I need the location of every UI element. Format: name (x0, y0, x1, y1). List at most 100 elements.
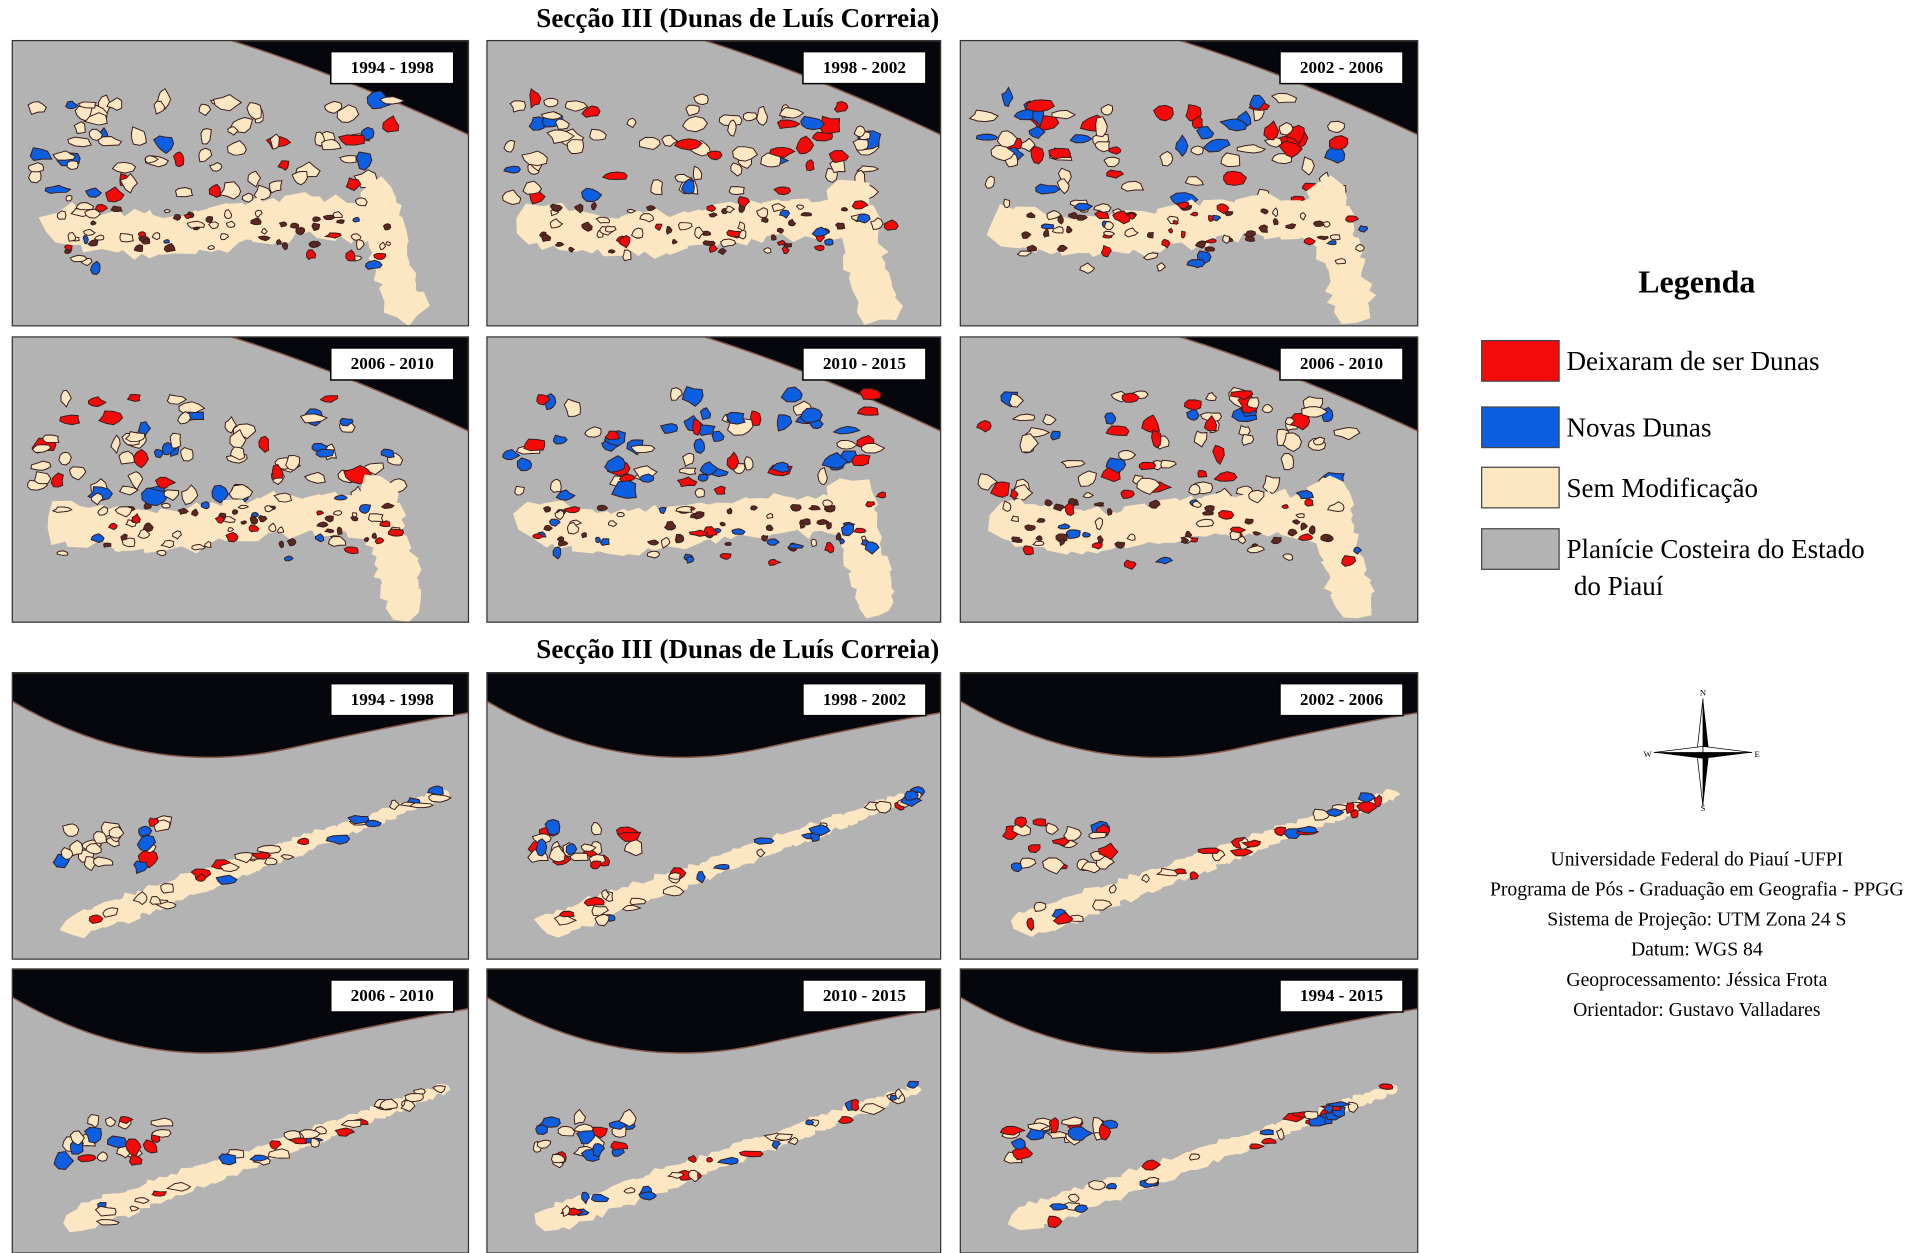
dune-patch (801, 213, 811, 216)
dune-patch (623, 250, 631, 261)
figure: Legenda Secção III (Dunas de Luís Correi… (0, 0, 1928, 1253)
period-label: 2010 - 2015 (823, 354, 906, 373)
dune-patch (1012, 537, 1020, 541)
dune-patch (544, 98, 558, 106)
dune-patch (89, 915, 103, 923)
period-label: 2006 - 2010 (351, 354, 434, 373)
period-label: 2006 - 2010 (1300, 354, 1383, 373)
period-label: 2010 - 2015 (823, 986, 906, 1005)
dune-patch (596, 537, 601, 542)
period-label: 1998 - 2002 (823, 690, 906, 709)
dune-patch (104, 543, 111, 547)
dune-patch (1025, 525, 1035, 530)
dune-patch (1049, 149, 1070, 159)
dune-patch (693, 419, 701, 435)
dune-patch (279, 222, 286, 227)
dune-patch (312, 223, 320, 230)
dune-patch (352, 513, 356, 517)
dune-patch (1147, 233, 1153, 238)
dune-patch (170, 433, 181, 448)
dune-patch (825, 239, 833, 245)
dune-patch (754, 838, 774, 844)
dune-patch (57, 551, 68, 555)
dune-patch (515, 486, 525, 495)
dune-patch (1089, 832, 1106, 838)
dune-patch (1189, 1154, 1199, 1160)
legend-swatch (1482, 529, 1559, 570)
compass-point (1703, 753, 1709, 807)
dune-patch (144, 504, 151, 510)
compass-label: S (1701, 803, 1706, 813)
dune-patch (600, 539, 609, 546)
dune-patch (1239, 425, 1250, 435)
dune-patch (384, 224, 391, 230)
dune-patch (1323, 222, 1330, 227)
section-title: Secção III (Dunas de Luís Correia) (536, 3, 939, 33)
dune-patch (1304, 1111, 1318, 1119)
page: Legenda Secção III (Dunas de Luís Correi… (0, 0, 1928, 1253)
dune-patch (694, 439, 705, 454)
legend-label: Novas Dunas (1567, 413, 1712, 443)
credit-line: Sistema de Projeção: UTM Zona 24 S (1547, 909, 1846, 931)
dune-patch (1219, 511, 1234, 520)
dune-patch (1245, 236, 1254, 241)
dune-patch (544, 507, 551, 512)
dune-patch (703, 241, 715, 246)
legend-swatch (1482, 467, 1559, 508)
dune-patch (175, 188, 192, 197)
dune-patch (201, 502, 209, 509)
dune-patch (241, 521, 246, 524)
dune-patch (1037, 519, 1045, 523)
period-label: 2002 - 2006 (1300, 58, 1384, 77)
dune-patch (1106, 426, 1129, 436)
dune-patch (187, 221, 204, 228)
legend-label: Deixaram de ser Dunas (1567, 346, 1820, 376)
compass-point (1703, 698, 1709, 752)
dune-patch (836, 223, 845, 229)
dune-patch (369, 514, 384, 522)
dune-patch (1330, 235, 1339, 240)
dune-patch (111, 206, 122, 211)
dune-patch (791, 505, 802, 512)
dune-patch (1198, 848, 1219, 853)
dune-patch (597, 505, 607, 510)
period-label: 1994 - 2015 (1300, 986, 1383, 1005)
dune-patch (536, 1125, 548, 1135)
dune-patch (631, 445, 655, 452)
dune-patch (976, 134, 997, 140)
dune-patch (739, 1151, 762, 1157)
credit-line: Universidade Federal do Piauí -UFPI (1551, 848, 1844, 870)
compass-label: W (1644, 749, 1653, 759)
credit-line: Geoprocessamento: Jéssica Frota (1566, 969, 1827, 991)
dune-patch (1181, 231, 1185, 238)
dune-patch (675, 534, 683, 542)
dune-patch (1247, 398, 1259, 408)
compass-point (1697, 698, 1703, 752)
credit-line: Datum: WGS 84 (1631, 939, 1763, 961)
dune-patch (94, 832, 107, 844)
dune-patch (277, 240, 282, 245)
dune-patch (1051, 431, 1060, 440)
compass-point (1654, 753, 1703, 759)
dune-patch (1273, 219, 1278, 225)
dune-patch (533, 534, 543, 539)
dune-patch (388, 529, 403, 536)
compass-point (1654, 746, 1703, 752)
dune-patch (372, 533, 376, 539)
dune-patch (630, 898, 646, 904)
dune-patch (65, 249, 71, 253)
dune-patch (1305, 499, 1313, 506)
dune-patch (316, 449, 334, 457)
compass-point (1703, 753, 1752, 759)
dune-patch (1208, 215, 1213, 221)
dune-patch (698, 474, 708, 481)
dune-patch (851, 1099, 859, 1111)
dune-patch (265, 858, 277, 865)
dune-patch (233, 510, 238, 514)
compass-point (1697, 753, 1703, 807)
dune-patch (707, 1157, 713, 1162)
dune-patch (806, 160, 814, 171)
dune-patch (410, 803, 433, 808)
dune-patch (1094, 503, 1103, 507)
dune-patch (842, 208, 848, 211)
